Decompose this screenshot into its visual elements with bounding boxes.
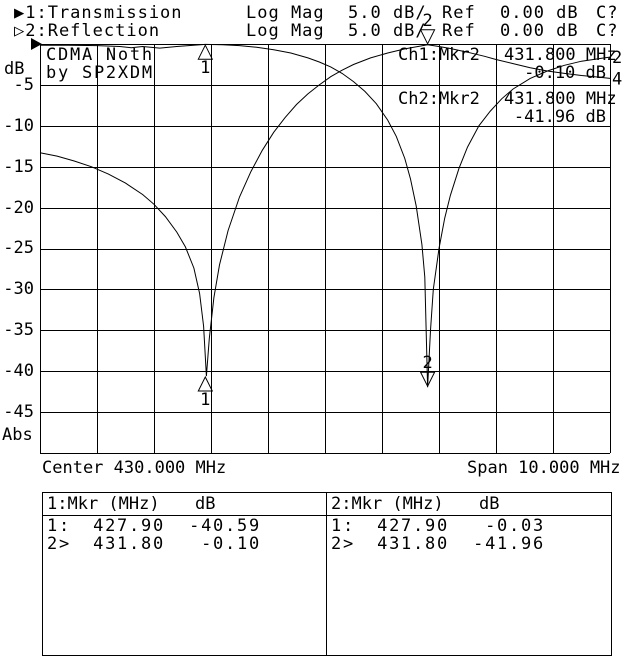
- marker-1-ch2-icon: [197, 44, 214, 60]
- channel-1-trace-label: ▶1:Transmission: [14, 3, 183, 23]
- y-tick-label: -5: [13, 75, 34, 95]
- marker-id: 1:: [331, 516, 355, 536]
- y-tick-label: -45: [3, 402, 34, 422]
- marker-1-ch1-label: 1: [200, 390, 210, 410]
- channel-2-cal-status: C?: [596, 21, 619, 41]
- marker-value: -0.10: [201, 534, 261, 554]
- channel-2-format: Log Mag: [246, 21, 325, 41]
- channel-2-ref-value: 0.00 dB: [500, 21, 579, 41]
- y-tick-label: -20: [3, 198, 34, 218]
- title-block-line-1: CDMA Noth: [46, 45, 154, 65]
- y-tick-label: -10: [3, 116, 34, 136]
- marker-id: 2>: [331, 534, 355, 554]
- marker-table-ch2-header: 2:Mkr (MHz) dB: [327, 493, 611, 516]
- channel-1-scale: 5.0 dB/: [348, 3, 427, 23]
- y-tick-label: -35: [3, 320, 34, 340]
- marker-id: 1:: [47, 516, 71, 536]
- y-tick-label: -25: [3, 238, 34, 258]
- marker-freq: 431.80: [93, 534, 165, 554]
- y-axis-unit-label: dB: [4, 59, 25, 79]
- marker-2-ch2-label: 2: [422, 353, 432, 373]
- readout-ch1-freq: 431.800 MHz: [504, 45, 617, 65]
- channel-1-ref-label: Ref: [442, 3, 476, 23]
- marker-1-ch2-label: 1: [200, 58, 210, 78]
- marker-table-ch1-unit: dB: [195, 494, 216, 514]
- y-tick-label: -40: [3, 361, 34, 381]
- channel-1-cal-status: C?: [596, 3, 619, 23]
- readout-ch1-value: -0.10 dB: [524, 63, 606, 83]
- y-axis-abs-label: Abs: [2, 425, 33, 445]
- marker-freq: 427.90: [93, 516, 165, 536]
- readout-ch1-label: Ch1:Mkr2: [398, 45, 480, 65]
- marker-table-ch2-title: 2:Mkr (MHz): [331, 494, 444, 514]
- marker-value: -41.96: [473, 534, 545, 554]
- readout-ch2-label: Ch2:Mkr2: [398, 89, 480, 109]
- channel-2-ref-label: Ref: [442, 21, 476, 41]
- marker-table-ch2: 2:Mkr (MHz) dB 1: 427.90 -0.03 2> 431.80…: [326, 492, 612, 656]
- marker-value: -40.59: [189, 516, 261, 536]
- readout-ch2-freq: 431.800 MHz: [504, 89, 617, 109]
- channel-2-trace-label: ▷2:Reflection: [14, 21, 161, 41]
- title-block-line-2: by SP2XDM: [46, 63, 154, 83]
- channel-2-scale: 5.0 dB/: [348, 21, 427, 41]
- x-axis-span-label: Span 10.000 MHz: [467, 458, 621, 478]
- marker-table-ch1-header: 1:Mkr (MHz) dB: [43, 493, 326, 516]
- y-tick-label: -30: [3, 279, 34, 299]
- marker-table-ch1: 1:Mkr (MHz) dB 1: 427.90 -40.59 2> 431.8…: [42, 492, 327, 656]
- marker-table-ch2-unit: dB: [479, 494, 500, 514]
- readout-ch2-value: -41.96 dB: [513, 107, 606, 127]
- channel-1-format: Log Mag: [246, 3, 325, 23]
- y-tick-label: -15: [3, 157, 34, 177]
- channel-1-ref-value: 0.00 dB: [500, 3, 579, 23]
- trace-end-label: 4: [612, 69, 622, 89]
- marker-value: -0.03: [485, 516, 545, 536]
- marker-1-ch1-icon: [197, 375, 214, 392]
- x-axis-center-label: Center 430.000 MHz: [42, 458, 227, 478]
- marker-freq: 427.90: [377, 516, 449, 536]
- marker-table-ch1-title: 1:Mkr (MHz): [47, 494, 160, 514]
- marker-id: 2>: [47, 534, 71, 554]
- marker-2-ch2-icon: [419, 371, 436, 388]
- marker-freq: 431.80: [377, 534, 449, 554]
